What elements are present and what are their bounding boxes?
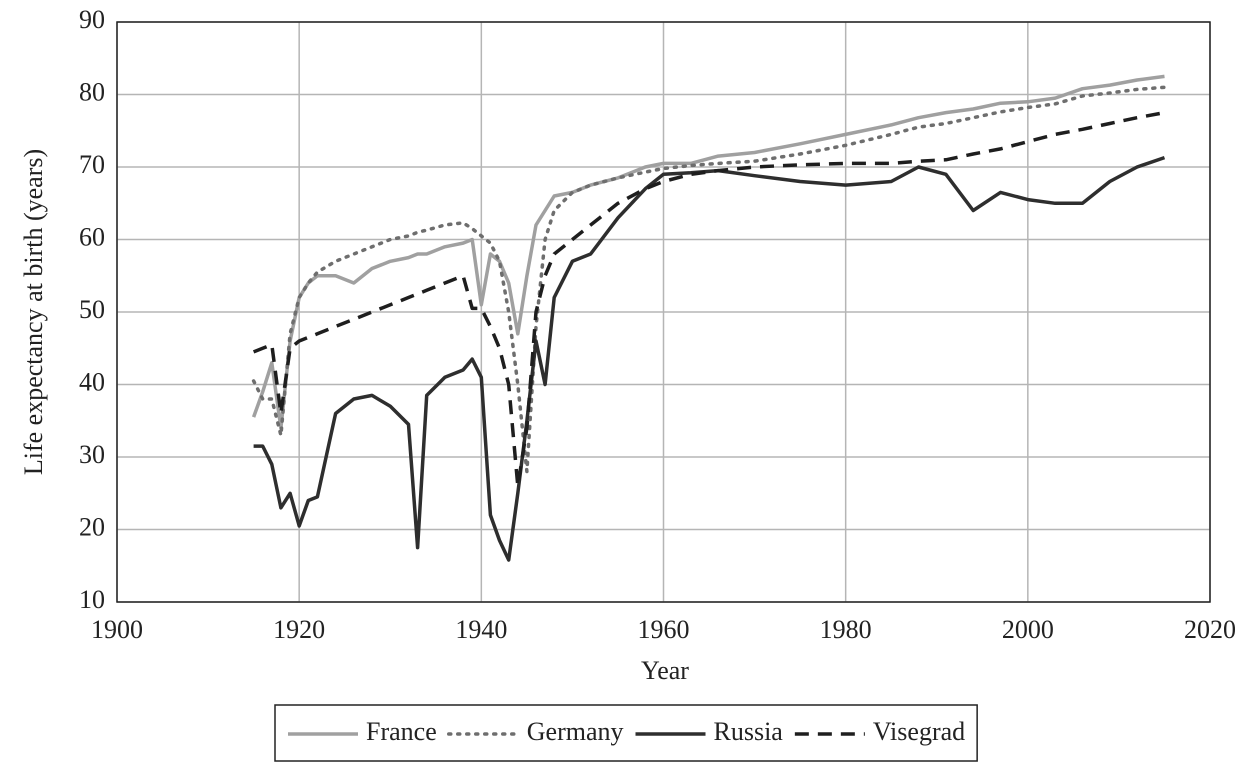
x-tick-label: 1960 — [638, 615, 690, 644]
y-axis-label: Life expectancy at birth (years) — [19, 149, 48, 475]
legend-label: France — [366, 717, 437, 746]
legend-label: Russia — [714, 717, 784, 746]
line-series — [251, 85, 1167, 474]
line-series — [251, 74, 1165, 430]
legend-box — [274, 704, 978, 762]
y-tick-label: 40 — [79, 367, 105, 396]
y-tick-label: 70 — [79, 150, 105, 179]
plot-frame — [116, 21, 1211, 603]
y-tick-label: 10 — [79, 585, 105, 614]
y-tick-label: 60 — [79, 222, 105, 251]
y-tick-label: 90 — [79, 5, 105, 34]
legend-label: Visegrad — [873, 717, 965, 746]
x-tick-label: 2020 — [1184, 615, 1236, 644]
legend-label: Germany — [527, 717, 624, 746]
y-tick-label: 20 — [79, 512, 105, 541]
y-tick-label: 50 — [79, 295, 105, 324]
x-tick-label: 1920 — [273, 615, 325, 644]
x-tick-label: 1980 — [820, 615, 872, 644]
y-tick-label: 30 — [79, 440, 105, 469]
y-tick-label: 80 — [79, 77, 105, 106]
line-series — [252, 110, 1165, 488]
x-tick-label: 1940 — [455, 615, 507, 644]
x-axis-label: Year — [641, 656, 689, 685]
x-tick-label: 1900 — [91, 615, 143, 644]
x-tick-label: 2000 — [1002, 615, 1054, 644]
